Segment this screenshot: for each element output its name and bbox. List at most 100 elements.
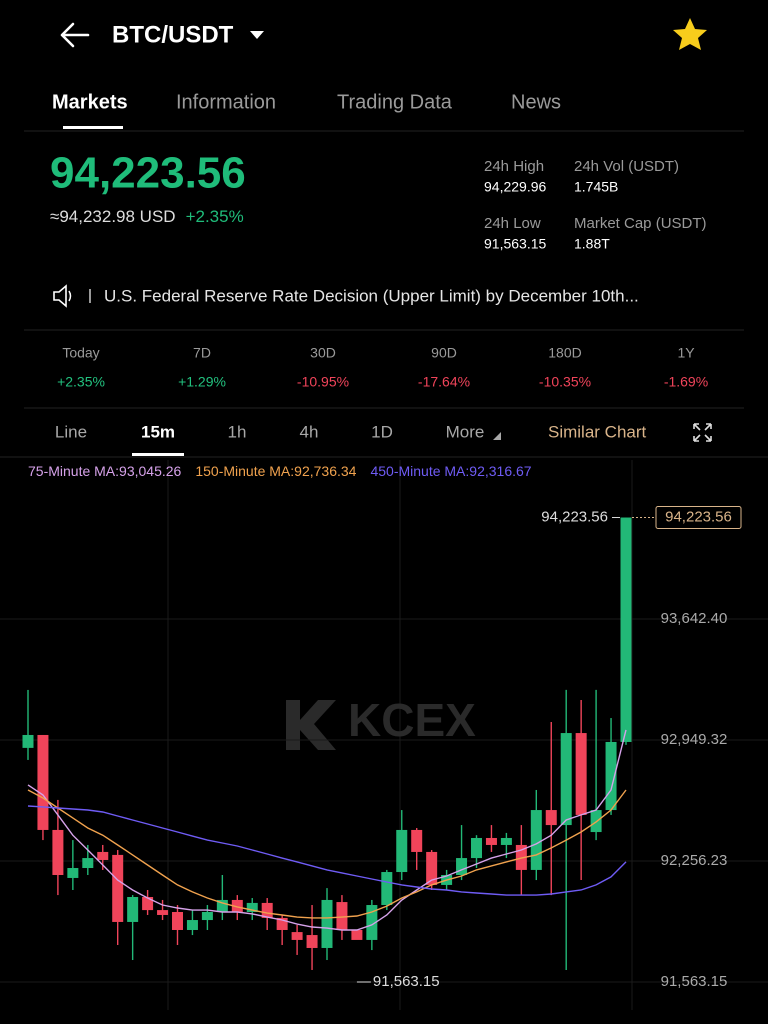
y-tick-label: 92,256.23 [661,852,728,869]
stat-label: 24h Vol (USDT) [574,158,679,175]
period-change: +1.29% [178,374,226,390]
interval-tab[interactable]: Line [55,422,87,441]
candle-body [485,837,497,845]
stat-value: 94,229.96 [484,179,546,195]
period-label: 1Y [677,345,695,361]
candle-body [246,902,258,913]
favorite-star[interactable] [673,18,707,50]
candle-body [426,851,438,885]
more-caret [493,432,501,440]
ma-line [27,805,627,896]
tab[interactable]: News [511,91,561,113]
candle-body [336,902,348,930]
period-change: -1.69% [664,374,708,390]
candle-body [351,929,363,940]
usd-value: ≈94,232.98 USD [50,207,176,226]
candle-body [471,837,482,859]
candle-body [620,517,632,742]
interval-tab[interactable]: More [446,422,485,441]
candle-body [456,858,468,875]
usd-price: ≈94,232.98 USD +2.35% [50,207,244,226]
y-tick-label: 92,949.32 [661,731,728,748]
legend-name: 450-Minute MA: [370,463,469,479]
period-change: -17.64% [418,374,470,390]
price-change: +2.35% [186,207,244,226]
watermark: KCEX [348,694,476,746]
ma-line [27,789,627,919]
interval-indicator [132,453,184,456]
legend-value: 92,316.67 [469,463,531,479]
period-label: Today [62,345,99,361]
candle-body [291,932,303,940]
last-price: 94,223.56 [50,149,246,198]
interval-tab[interactable]: 1D [371,422,393,441]
pair-title[interactable]: BTC/USDT [112,21,234,48]
candle-body [605,741,617,811]
candle-body [560,733,572,826]
speaker-wave [68,290,72,302]
current-price-label: 94,223.56 [665,508,732,525]
period-change: -10.95% [297,374,349,390]
interval-tab[interactable]: 4h [300,422,319,441]
interval-tab[interactable]: 1h [228,422,247,441]
candle-body [142,896,154,911]
period-label: 30D [310,345,336,361]
candle-body [261,902,273,918]
period-label: 180D [548,345,581,361]
candle-body [157,910,169,915]
candle-body [396,829,408,873]
interval-tab[interactable]: 15m [141,422,175,441]
stat-label: 24h Low [484,215,541,232]
candle-body [306,935,318,948]
tab[interactable]: Information [176,91,276,113]
similar-chart-button[interactable]: Similar Chart [548,422,647,441]
ma-line [27,729,627,931]
candle-body [276,917,288,930]
candle-body [366,905,378,940]
pair-dropdown[interactable] [250,31,264,39]
period-label: 90D [431,345,457,361]
candle-body [381,872,393,906]
candle-body [37,734,49,830]
ma-legend: 75-Minute MA:93,045.26 150-Minute MA:92,7… [28,463,532,479]
speaker-icon [53,284,67,308]
candle-body [411,829,423,852]
period-change: -10.35% [539,374,591,390]
tab[interactable]: Trading Data [337,91,453,113]
candle-body [112,854,124,922]
low-label: 91,563.15 [373,973,440,990]
period-label: 7D [193,345,211,361]
high-label: 94,223.56 [541,508,608,525]
current-price-box [655,506,742,530]
stat-value: 91,563.15 [484,236,546,252]
candle-body [97,851,109,860]
candle-body [22,734,34,748]
legend-value: 93,045.26 [119,463,181,479]
stat-value: 1.745B [574,179,618,195]
y-tick-label: 93,642.40 [661,610,728,627]
candle-body [127,896,139,922]
candle-body [545,810,557,826]
candle-body [172,912,183,930]
candle-body [321,899,333,948]
watermark-logo [286,700,336,750]
candle-body [82,858,94,869]
legend-value: 92,736.34 [294,463,356,479]
fullscreen-button[interactable] [693,423,712,442]
candle-body [201,912,213,921]
candle-body [52,829,64,875]
announcement[interactable]: U.S. Federal Reserve Rate Decision (Uppe… [104,286,639,305]
candle-body [530,810,542,870]
tab[interactable]: Markets [52,91,128,113]
candle-body [186,920,198,930]
candle-body [216,899,228,913]
candle-body [575,733,587,815]
tab-indicator [63,126,123,129]
candle-body [67,868,79,878]
legend-name: 75-Minute MA: [28,463,119,479]
back-button[interactable] [60,22,90,48]
period-change: +2.35% [57,374,105,390]
candle-body [231,899,243,913]
